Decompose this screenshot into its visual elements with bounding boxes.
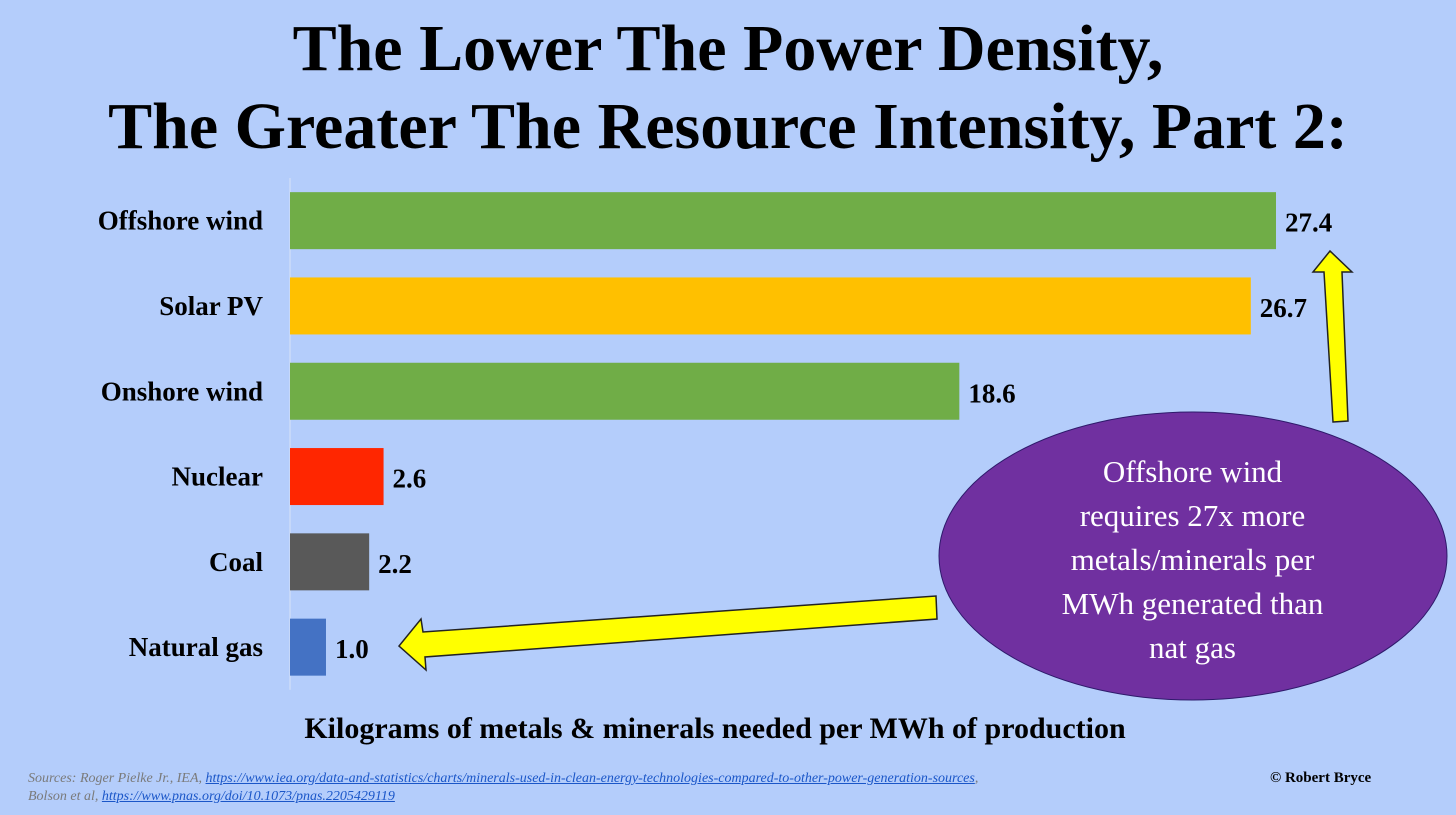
bar-coal [290, 533, 370, 591]
value-label-offshore-wind: 27.4 [1285, 208, 1332, 238]
callout-line: requires 27x more [1079, 498, 1306, 533]
bar-offshore-wind [290, 192, 1276, 250]
chart-title-line-1: The Lower The Power Density, [292, 12, 1164, 85]
sources-suffix-1: , [974, 771, 979, 786]
bar-nuclear [290, 448, 384, 506]
callout-line: metals/minerals per [1070, 542, 1315, 577]
chart-title: The Lower The Power Density, The Greater… [0, 10, 1456, 166]
value-label-onshore-wind: 18.6 [968, 378, 1015, 408]
category-label-nuclear: Nuclear [172, 462, 263, 492]
sources-prefix-1: Sources: Roger Pielke Jr., IEA, [28, 771, 206, 786]
copyright-text: © Robert Bryce [1270, 770, 1372, 786]
category-label-onshore-wind: Onshore wind [101, 376, 263, 406]
annotation-layer [397, 249, 1448, 701]
value-label-solar-pv: 26.7 [1260, 293, 1307, 323]
x-axis-label: Kilograms of metals & minerals needed pe… [304, 712, 1126, 745]
arrow-left-to-natural-gas [397, 595, 938, 672]
callout-text: Offshore wind requires 27x more metals/m… [1000, 450, 1385, 670]
arrow-up-to-offshore-wind [1311, 249, 1354, 423]
value-label-nuclear: 2.6 [393, 464, 427, 494]
bar-onshore-wind [290, 362, 960, 420]
callout-ellipse [938, 411, 1448, 701]
iea-source-link[interactable]: https://www.iea.org/data-and-statistics/… [205, 771, 975, 786]
sources-prefix-2: Bolson et al, [28, 789, 102, 804]
category-label-coal: Coal [209, 547, 263, 577]
category-label-natural-gas: Natural gas [129, 632, 263, 662]
chart-title-line-2: The Greater The Resource Intensity, Part… [108, 90, 1348, 163]
sources-note: Sources: Roger Pielke Jr., IEA, https://… [28, 770, 978, 806]
bars-layer: Offshore wind 27.4 Solar PV 26.7 Onshore win… [98, 178, 1332, 690]
value-label-natural-gas: 1.0 [335, 634, 369, 664]
bar-natural-gas [290, 618, 326, 676]
callout-line: Offshore wind [1102, 454, 1283, 489]
category-label-offshore-wind: Offshore wind [98, 206, 263, 236]
bar-solar-pv [290, 277, 1251, 335]
pnas-source-link[interactable]: https://www.pnas.org/doi/10.1073/pnas.22… [101, 789, 395, 804]
callout-line: MWh generated than [1061, 586, 1324, 621]
category-label-solar-pv: Solar PV [159, 291, 263, 321]
value-label-coal: 2.2 [378, 549, 412, 579]
callout-line: nat gas [1149, 630, 1236, 665]
